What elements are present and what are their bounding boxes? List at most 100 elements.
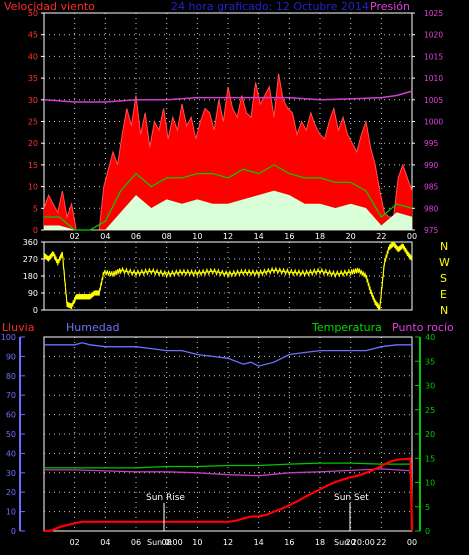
y-tick-label: 0 — [33, 306, 38, 315]
y-right-tick-label: 995 — [424, 139, 439, 148]
x-tick-label: 00 — [407, 232, 417, 241]
y-right-tick-label: 30 — [425, 382, 435, 391]
y-left-tick-label: 30 — [6, 469, 16, 478]
y-left-tick-label: 0 — [33, 226, 38, 235]
wind-min-area — [43, 190, 413, 231]
x-tick-label: 02 — [70, 538, 80, 547]
y-right-tick-label: 1015 — [424, 52, 443, 61]
x-tick-label: 22 — [376, 232, 386, 241]
x-tick-label: 20 — [346, 538, 356, 547]
y-right-tick-label: 980 — [424, 204, 439, 213]
x-tick-label: 12 — [223, 232, 233, 241]
wind-direction-noise — [43, 241, 412, 311]
x-tick-label: 04 — [100, 538, 110, 547]
temperature-line — [44, 462, 412, 469]
y-right-tick-label: 0 — [425, 527, 430, 536]
sunset-time-label: Sun 20:00 — [334, 538, 375, 547]
x-tick-label: 22 — [376, 538, 386, 547]
y-right-tick-label: 1020 — [424, 31, 443, 40]
x-tick-label: 14 — [254, 538, 264, 547]
sunset-label: Sun Set — [334, 493, 369, 503]
y-left-tick-label: 15 — [28, 161, 38, 170]
y-tick-label: 270 — [23, 255, 38, 264]
y-left-tick-label: 25 — [28, 118, 38, 127]
dewpoint-label: Punto rocío — [392, 321, 454, 334]
sunrise-label: Sun Rise — [146, 493, 185, 503]
x-tick-label: 00 — [407, 538, 417, 547]
y-left-tick-label: 0 — [11, 527, 16, 536]
y-right-tick-label: 40 — [425, 333, 435, 342]
y-left-tick-label: 80 — [6, 372, 16, 381]
y-left-tick-label: 70 — [6, 391, 16, 400]
y-tick-label: 180 — [23, 272, 38, 281]
y-tick-label: 90 — [28, 289, 38, 298]
y-left-tick-label: 40 — [28, 52, 38, 61]
y-left-tick-label: 20 — [6, 488, 16, 497]
x-tick-label: 20 — [346, 232, 356, 241]
y-left-tick-label: 50 — [6, 430, 16, 439]
y-right-tick-label: 35 — [425, 357, 435, 366]
y-left-tick-label: 60 — [6, 411, 16, 420]
x-tick-label: 02 — [70, 232, 80, 241]
direction-panel-plot — [43, 241, 413, 311]
compass-n-bottom: N — [440, 304, 448, 317]
y-right-tick-label: 1005 — [424, 96, 443, 105]
x-tick-label: 18 — [315, 232, 325, 241]
temperature-label: Temperatura — [311, 321, 382, 334]
y-right-tick-label: 15 — [425, 454, 435, 463]
y-left-tick-label: 10 — [28, 183, 38, 192]
direction-panel-axes: 0 90 180 270 360 — [23, 238, 44, 315]
x-tick-label: 18 — [315, 538, 325, 547]
y-right-tick-label: 1025 — [424, 9, 443, 18]
y-right-tick-label: 1010 — [424, 74, 443, 83]
rain-line — [43, 457, 414, 533]
y-right-tick-label: 990 — [424, 161, 439, 170]
y-left-tick-label: 50 — [28, 9, 38, 18]
x-tick-label: 08 — [162, 232, 172, 241]
y-right-tick-label: 25 — [425, 406, 435, 415]
y-left-tick-label: 10 — [6, 508, 16, 517]
rain-label: Lluvia — [2, 321, 34, 334]
humidity-panel-plot — [43, 342, 414, 533]
x-tick-label: 16 — [284, 232, 294, 241]
humidity-line — [44, 342, 412, 367]
compass-e: E — [440, 288, 447, 301]
compass-n-top: N — [440, 240, 448, 253]
compass-w: W — [439, 256, 450, 269]
wind-panel-axes: 0510152025303540455097598098599099510001… — [28, 9, 444, 241]
y-right-tick-label: 975 — [424, 226, 439, 235]
x-tick-label: 06 — [131, 232, 141, 241]
y-right-tick-label: 985 — [424, 183, 439, 192]
x-tick-label: 10 — [192, 232, 202, 241]
x-tick-label: 04 — [100, 232, 110, 241]
y-right-tick-label: 20 — [425, 430, 435, 439]
humidity-panel-axes: 0102030405060708090100051015202530354002… — [1, 333, 435, 547]
y-right-tick-label: 1000 — [424, 118, 443, 127]
wind-avg-line — [44, 164, 413, 231]
y-right-tick-label: 5 — [425, 503, 430, 512]
y-left-tick-label: 100 — [1, 333, 16, 342]
x-tick-label: 10 — [192, 538, 202, 547]
wind-gust-line — [43, 73, 413, 231]
y-left-tick-label: 45 — [28, 31, 38, 40]
x-tick-label: 14 — [254, 232, 264, 241]
compass-s: S — [440, 272, 447, 285]
sunrise-time-label: Sun 0:00 — [147, 538, 183, 547]
x-tick-label: 08 — [162, 538, 172, 547]
chart-title: 24 hora graficado: 12 Octubre 2014 — [171, 0, 369, 13]
x-tick-label: 16 — [284, 538, 294, 547]
y-left-tick-label: 30 — [28, 96, 38, 105]
y-tick-label: 360 — [23, 238, 38, 247]
pressure-label: Presión — [370, 0, 410, 13]
wind-panel-plot — [43, 73, 413, 231]
y-right-tick-label: 10 — [425, 479, 435, 488]
x-tick-label: 12 — [223, 538, 233, 547]
y-left-tick-label: 90 — [6, 352, 16, 361]
wind-speed-label: Velocidad viento — [4, 0, 95, 13]
y-left-tick-label: 5 — [33, 204, 38, 213]
pressure-line — [43, 90, 413, 103]
humidity-label: Humedad — [66, 321, 119, 334]
y-left-tick-label: 20 — [28, 139, 38, 148]
y-left-tick-label: 35 — [28, 74, 38, 83]
